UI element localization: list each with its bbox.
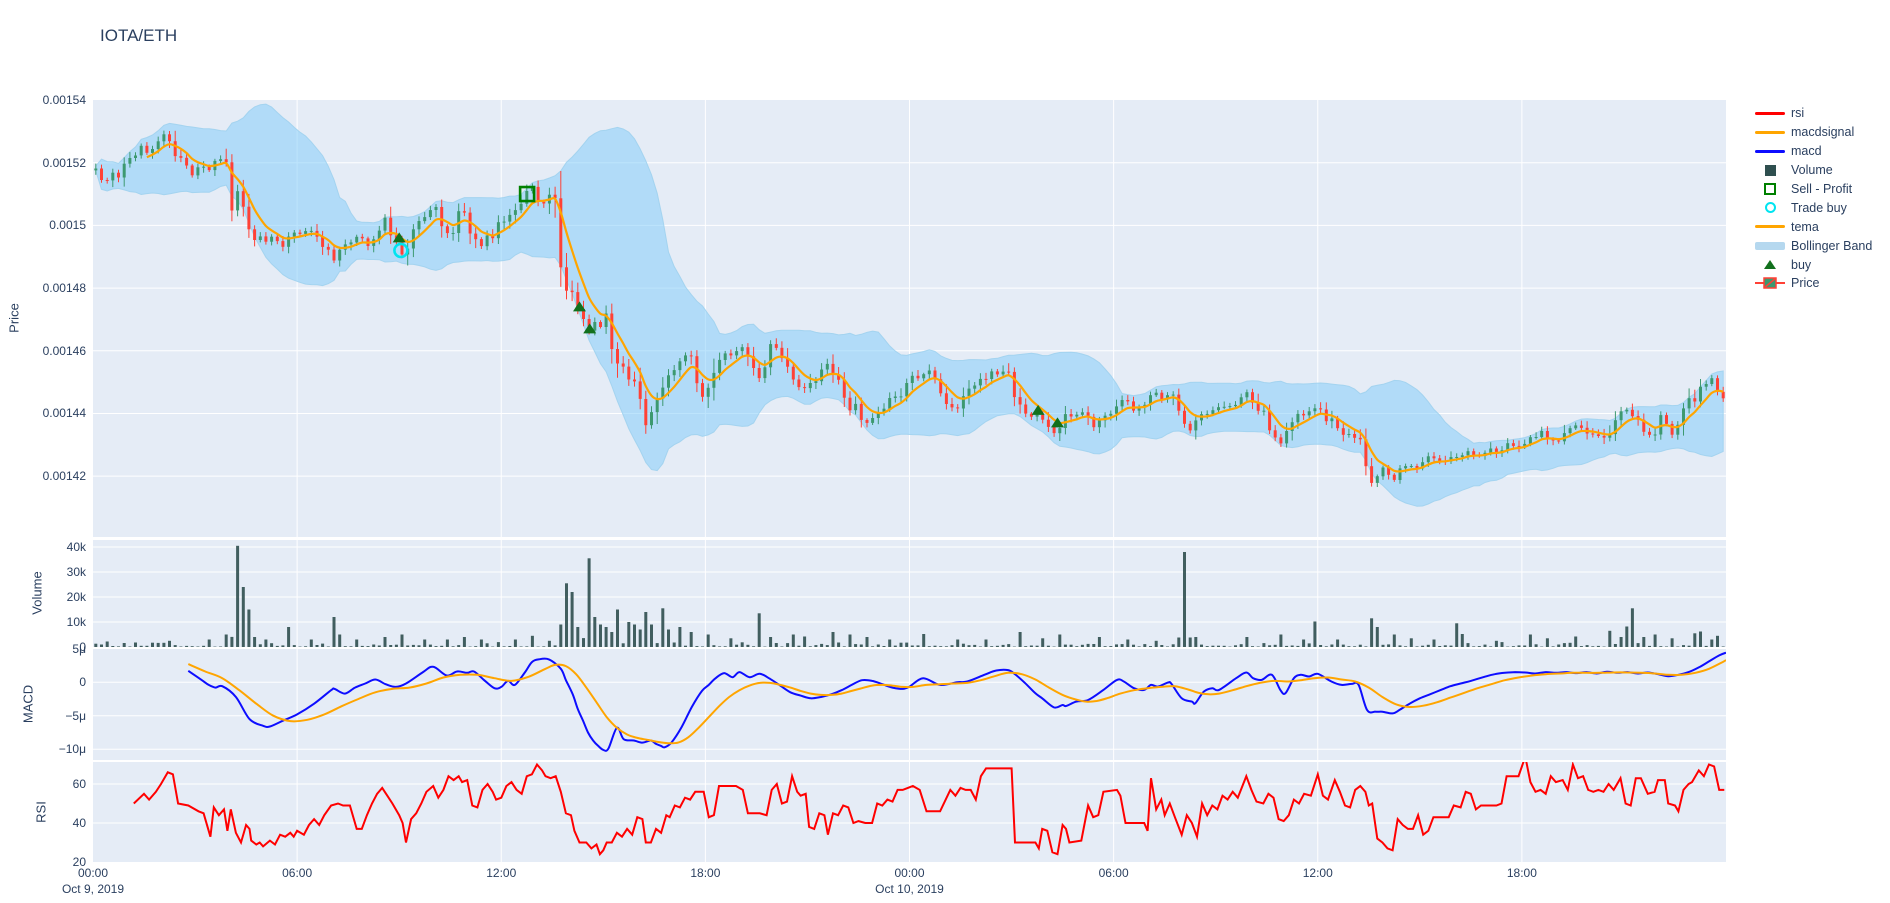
volume-ytick: 30k [66,565,86,579]
price-ytick: 0.0015 [49,218,86,233]
legend-label: tema [1791,219,1819,234]
legend-label: rsi [1791,106,1805,121]
candle-icon [1754,276,1786,290]
volume-gridlines [93,540,1726,647]
line-icon [1754,111,1786,115]
square-fill-icon [1754,164,1786,176]
buy-marker [583,323,597,334]
x-tick: 12:00 [1302,866,1333,880]
line-icon [1754,149,1786,153]
rsi-ytick: 20 [72,855,86,869]
legend-label: Bollinger Band [1791,238,1873,253]
bollinger-band [95,103,1724,507]
x-tick: 06:00 [282,866,313,880]
legend-item-sell-profit[interactable]: Sell - Profit [1754,180,1888,199]
tema-line [146,143,1724,473]
legend-item-bollinger-band[interactable]: Bollinger Band [1754,236,1888,255]
volume-ytick: 40k [66,540,86,554]
legend-label: macd [1791,144,1822,159]
trade-buy-marker [393,242,409,259]
legend-item-tema[interactable]: tema [1754,217,1888,236]
macd-gridlines [93,649,1726,760]
x-tick: 06:00 [1098,866,1129,880]
x-tick: 00:00 [894,866,925,880]
price-ytick: 0.00148 [42,281,86,296]
rsi-ytick: 40 [72,816,86,830]
volume-ytick: 10k [66,615,86,629]
x-tick: 00:00 [77,866,109,880]
volume-ytick: 0 [79,640,86,654]
legend-label: Trade buy [1791,200,1847,215]
line-icon [1754,225,1786,229]
price-ytick: 0.00142 [42,469,86,484]
line-icon [1754,130,1786,134]
legend-item-rsi[interactable]: rsi [1754,104,1888,123]
macd-ytick: −5μ [65,708,86,723]
price-axis-title: Price [6,303,22,333]
price-ytick: 0.00152 [42,155,86,170]
macd-ytick: 0 [79,675,86,690]
x-tick: 18:00 [1506,866,1537,880]
legend-item-buy[interactable]: buy [1754,255,1888,274]
legend-label: Volume [1791,163,1833,178]
buy-marker [1050,417,1064,428]
legend-item-volume[interactable]: Volume [1754,161,1888,180]
square-open-icon [1754,183,1786,195]
legend-label: Sell - Profit [1791,182,1853,196]
legend-item-macd[interactable]: macd [1754,142,1888,161]
legend-item-macdsignal[interactable]: macdsignal [1754,123,1888,142]
legend-label: buy [1791,257,1812,272]
legend-label: macdsignal [1791,125,1855,140]
legend: rsi macdsignal macd Volume Sell - Profit Trad… [1754,104,1888,293]
price-ytick: 0.00146 [42,343,86,358]
legend-item-trade-buy[interactable]: Trade buy [1754,198,1888,217]
price-ytick: 0.00154 [42,93,86,107]
macd-ytick: 5μ [72,641,86,656]
volume-ytick: 20k [66,590,86,604]
x-tick: 12:00 [486,866,517,880]
band-icon [1754,241,1786,250]
macd-lines [187,651,1726,752]
triangle-icon [1754,260,1786,270]
rsi-gridlines [93,762,1726,862]
buy-marker [1031,404,1045,415]
circle-open-icon [1754,202,1786,214]
trade-markers [392,185,1064,428]
legend-item-price[interactable]: Price [1754,274,1888,293]
sell-profit-marker [518,185,536,203]
buy-marker [572,301,586,312]
rsi-line [133,762,1725,857]
legend-label: Price [1791,276,1820,291]
rsi-ytick: 60 [72,777,86,792]
volume-bars [94,545,1725,647]
candlestick-series [94,130,1725,487]
chart-title: IOTA/ETH [100,26,178,45]
macd-ytick: −10μ [58,742,86,757]
x-tick: 18:00 [690,866,721,880]
price-ytick: 0.00144 [42,406,86,421]
buy-marker [392,232,406,243]
x-date-label: Oct 10, 2019 [875,882,944,896]
x-date-label: Oct 9, 2019 [61,882,125,896]
